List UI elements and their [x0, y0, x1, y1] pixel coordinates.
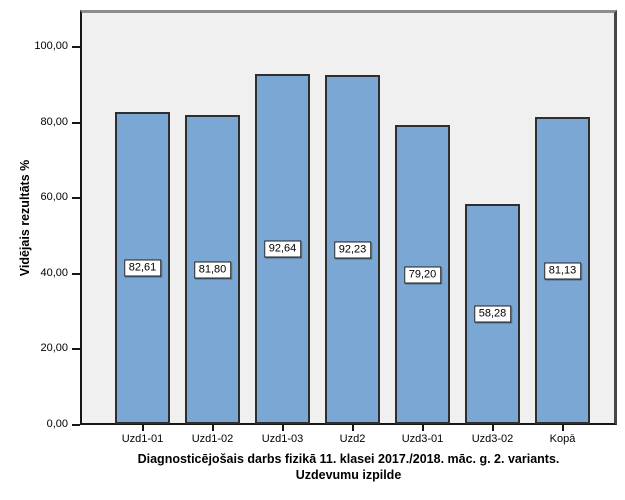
- bar-value-label: 92,64: [263, 240, 302, 258]
- x-tick-label: Uzd3-02: [471, 433, 514, 445]
- x-tick-label: Uzd1-03: [261, 433, 304, 445]
- x-tick-label: Kopā: [549, 433, 576, 445]
- y-tick-label: 80,00: [40, 115, 68, 128]
- y-tick-label: 60,00: [40, 191, 68, 204]
- y-tick-mark: [72, 424, 80, 426]
- y-axis-title: Vidējais rezultāts %: [18, 159, 32, 277]
- x-tick-mark: [421, 425, 424, 431]
- y-tick-mark: [72, 121, 80, 124]
- y-tick-label: 100,00: [34, 40, 68, 52]
- x-axis-title-line2: Uzdevumu izpilde: [295, 468, 402, 482]
- y-tick-mark: [72, 272, 80, 275]
- y-tick-label: 0,00: [46, 418, 68, 430]
- x-tick-mark: [141, 425, 144, 431]
- x-tick-label: Uzd3-01: [401, 433, 444, 445]
- y-tick-mark: [72, 197, 80, 200]
- x-tick-mark: [491, 425, 494, 431]
- x-tick-label: Uzd1-02: [191, 433, 234, 445]
- bar-value-label: 79,20: [403, 266, 442, 283]
- bar-value-label: 81,13: [543, 262, 582, 279]
- y-tick-label: 40,00: [40, 266, 68, 279]
- x-tick-mark: [561, 425, 564, 431]
- x-axis-title-line1: Diagnosticējošais darbs fizikā 11. klase…: [137, 452, 560, 466]
- x-axis-title: Diagnosticējošais darbs fizikā 11. klase…: [80, 451, 617, 483]
- x-tick-label: Uzd2: [339, 433, 366, 445]
- y-tick-label: 20,00: [40, 342, 68, 355]
- x-tick-label: Uzd1-01: [121, 433, 164, 445]
- bar-value-label: 58,28: [473, 305, 512, 323]
- bar-value-label: 82,61: [123, 259, 162, 277]
- x-tick-mark: [351, 425, 354, 431]
- y-tick-mark: [72, 348, 80, 351]
- bar-value-label: 81,80: [193, 261, 232, 278]
- x-tick-mark: [281, 425, 284, 431]
- bar-value-label: 92,23: [333, 241, 372, 258]
- x-tick-mark: [211, 425, 214, 431]
- y-tick-mark: [72, 46, 80, 48]
